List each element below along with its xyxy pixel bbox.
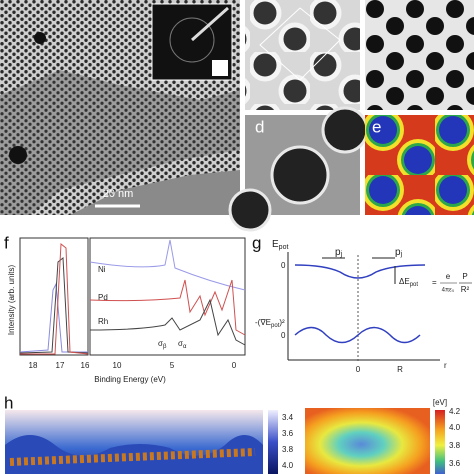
colorbar-tick: 3.8 [282, 445, 294, 454]
dipole-label: pj [335, 247, 343, 258]
spectrum [89, 298, 246, 346]
formula: = [432, 278, 437, 287]
axis-label: -(∇Epot)² [255, 318, 285, 328]
panel-b-image [245, 0, 360, 110]
potential-curve [294, 264, 426, 279]
terrace [70, 170, 240, 215]
panel-label: g [252, 233, 261, 252]
panel-label: d [255, 117, 264, 136]
pore [270, 145, 330, 205]
colorbar-tick: 3.8 [449, 441, 461, 450]
formula: R² [461, 285, 470, 294]
x-tick-label: 18 [29, 361, 38, 370]
panel-f: f Intensity (arb. units) 18 17 16 10 5 0… [4, 233, 246, 384]
pore [228, 188, 272, 232]
unit-cell [259, 7, 341, 81]
colorbar-tick: 3.4 [282, 413, 294, 422]
curve-label: Rh [98, 317, 108, 326]
peak-label: σβ [158, 339, 167, 349]
x-tick-label: R [397, 365, 403, 374]
colorbar-tick: 4.2 [449, 407, 461, 416]
x-tick-label: 5 [170, 361, 175, 370]
spectrum [20, 243, 89, 355]
zero-label: 0 [281, 261, 286, 270]
terrace [0, 70, 240, 215]
gradient-curve [294, 326, 421, 344]
panel-e-image [365, 115, 474, 215]
zero-label: 0 [281, 331, 286, 340]
surface [5, 435, 263, 474]
plot-frame [89, 237, 246, 356]
panel-g: g Epot pj pj ΔEpot = e 4πε₀ P R² -(∇Epot… [252, 233, 472, 374]
x-tick-label: 10 [113, 361, 122, 370]
panel-a: 20 nm [0, 0, 240, 215]
panel-label: h [4, 393, 13, 412]
formula: P [462, 272, 467, 281]
colorbar-tick: 4.0 [282, 461, 294, 470]
dipole-label: pj [395, 247, 403, 258]
colorbar-tick: 3.6 [282, 429, 294, 438]
panel-label: f [4, 233, 9, 252]
potential-map [305, 408, 430, 474]
curve-label: Ni [98, 265, 106, 274]
colorbar [268, 410, 278, 474]
defect [9, 146, 27, 164]
defect [34, 32, 46, 44]
formula: 4πε₀ [442, 288, 455, 294]
x-tick-label: 0 [232, 361, 237, 370]
spectrum [19, 282, 88, 353]
panel-c-image [365, 0, 474, 110]
spectrum [89, 279, 246, 336]
scale-bar-label: 20 nm [103, 188, 134, 200]
panel-label: e [372, 117, 381, 136]
x-tick-label: 0 [356, 365, 361, 374]
y-axis-label: Intensity (arb. units) [7, 265, 16, 336]
curve-label: Pd [98, 293, 108, 302]
x-tick-label: 17 [56, 361, 65, 370]
peak-label: σα [178, 339, 187, 349]
plot-frame [19, 237, 89, 356]
colorbar-tick: 4.0 [449, 423, 461, 432]
colorbar-tick: 3.6 [449, 459, 461, 468]
axis-label: Epot [272, 239, 288, 251]
spectrum [89, 239, 246, 291]
colorbar [435, 410, 445, 474]
spectrum [19, 257, 89, 354]
diffraction-ring [169, 17, 215, 63]
x-tick-label: 16 [81, 361, 90, 370]
molecules [9, 448, 256, 466]
beam-stop [191, 6, 229, 42]
colorbar-unit: [eV] [433, 398, 447, 407]
x-axis-label: Binding Energy (eV) [94, 375, 166, 384]
pore [321, 106, 369, 154]
x-axis-label: r [444, 361, 447, 370]
delta-label: ΔEpot [399, 277, 418, 287]
inset-marker [212, 60, 228, 76]
panel-h: h 3.4 3.6 3.8 4.0 [eV] 4.2 4.0 3.8 3.6 [4, 393, 461, 474]
formula: e [446, 272, 451, 281]
